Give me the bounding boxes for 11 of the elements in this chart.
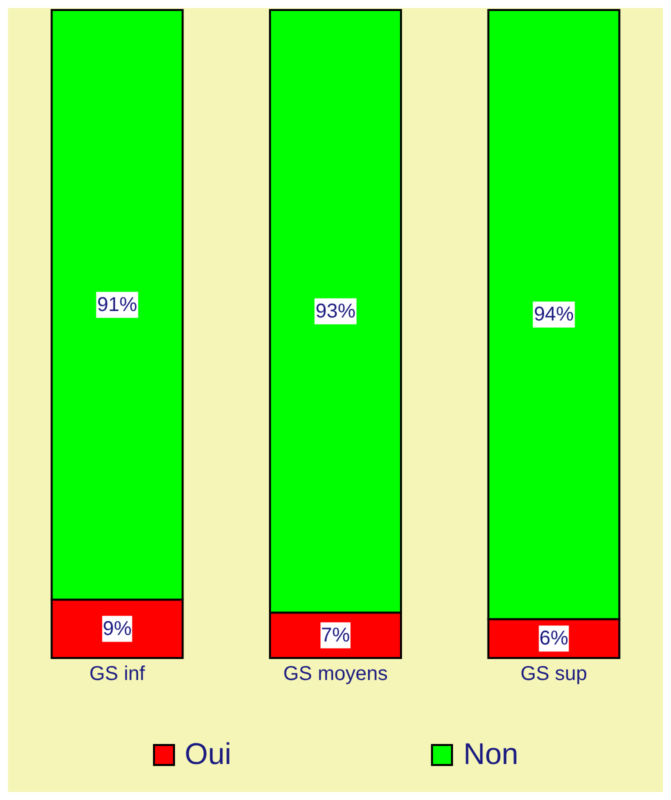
x-tick-label: GS moyens xyxy=(283,663,388,686)
x-tick-label: GS sup xyxy=(520,663,588,686)
data-label: 7% xyxy=(321,624,350,646)
data-label: 9% xyxy=(102,618,132,640)
legend-label: Non xyxy=(463,738,518,772)
legend-label: Oui xyxy=(184,738,232,772)
data-label: 91% xyxy=(97,294,138,316)
data-label: 93% xyxy=(315,300,356,322)
data-label: 94% xyxy=(534,304,574,326)
x-tick-label: GS inf xyxy=(89,663,146,686)
data-label: 6% xyxy=(539,628,569,650)
